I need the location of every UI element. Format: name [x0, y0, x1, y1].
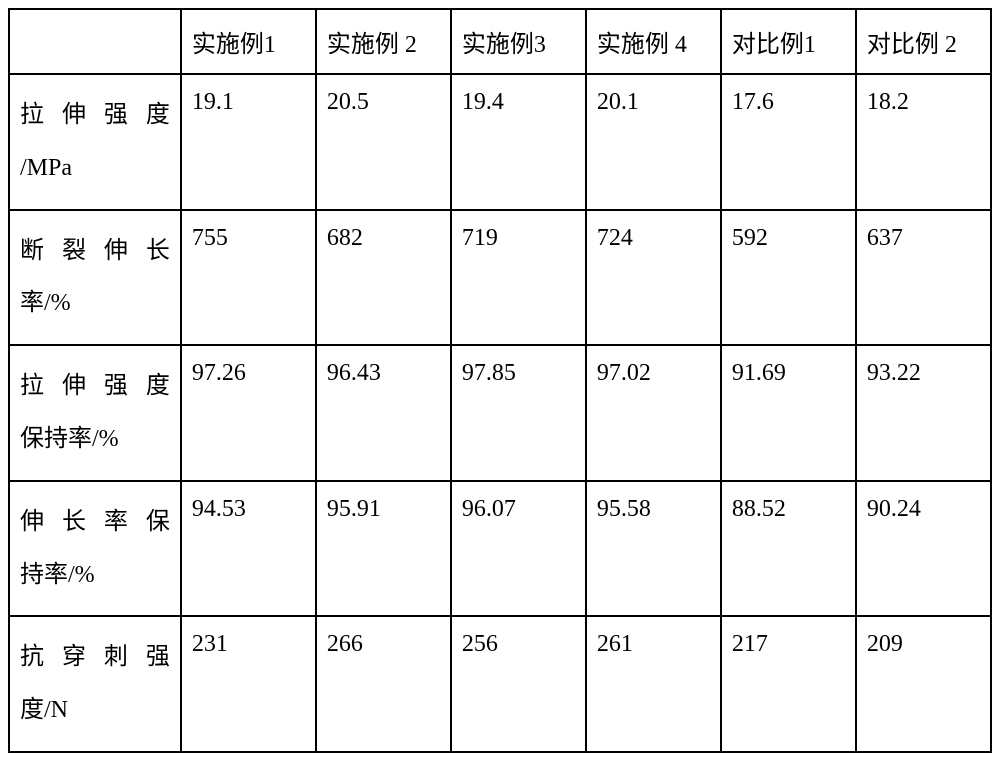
table-cell: 96.43	[316, 345, 451, 481]
column-header-1: 实施例1	[181, 9, 316, 74]
table-cell: 637	[856, 210, 991, 346]
table-cell: 20.5	[316, 74, 451, 210]
table-header-row: 实施例1 实施例 2 实施例3 实施例 4 对比例1 对比例 2	[9, 9, 991, 74]
table-cell: 209	[856, 616, 991, 752]
table-cell: 755	[181, 210, 316, 346]
column-header-5: 对比例1	[721, 9, 856, 74]
row-header-line2: 度/N	[20, 684, 170, 737]
table-cell: 231	[181, 616, 316, 752]
row-header-line2: 保持率/%	[20, 413, 170, 466]
table-cell: 19.1	[181, 74, 316, 210]
row-header-line1: 拉伸强度	[20, 102, 170, 128]
row-header-tensile-retention: 拉伸强度 保持率/%	[9, 345, 181, 481]
data-table-container: 实施例1 实施例 2 实施例3 实施例 4 对比例1 对比例 2 拉伸强度 /M…	[8, 8, 992, 753]
table-cell: 90.24	[856, 481, 991, 617]
row-header-line2: /MPa	[20, 142, 170, 195]
table-cell: 96.07	[451, 481, 586, 617]
row-header-line1: 抗穿刺强	[20, 644, 170, 670]
table-cell: 20.1	[586, 74, 721, 210]
row-header-puncture-strength: 抗穿刺强 度/N	[9, 616, 181, 752]
table-cell: 93.22	[856, 345, 991, 481]
table-cell: 97.02	[586, 345, 721, 481]
column-header-6: 对比例 2	[856, 9, 991, 74]
table-cell: 217	[721, 616, 856, 752]
row-header-line1: 拉伸强度	[20, 373, 170, 399]
table-cell: 95.91	[316, 481, 451, 617]
column-header-3: 实施例3	[451, 9, 586, 74]
row-header-line2: 持率/%	[20, 549, 170, 602]
column-header-4: 实施例 4	[586, 9, 721, 74]
row-header-line1: 伸长率保	[20, 509, 170, 535]
table-cell: 94.53	[181, 481, 316, 617]
data-table: 实施例1 实施例 2 实施例3 实施例 4 对比例1 对比例 2 拉伸强度 /M…	[8, 8, 992, 753]
row-header-elongation-retention: 伸长率保 持率/%	[9, 481, 181, 617]
table-cell: 18.2	[856, 74, 991, 210]
table-cell: 88.52	[721, 481, 856, 617]
table-row: 拉伸强度 保持率/% 97.26 96.43 97.85 97.02 91.69…	[9, 345, 991, 481]
row-header-elongation-break: 断裂伸长 率/%	[9, 210, 181, 346]
table-cell: 719	[451, 210, 586, 346]
row-header-line1: 断裂伸长	[20, 238, 170, 264]
table-cell: 266	[316, 616, 451, 752]
table-row: 伸长率保 持率/% 94.53 95.91 96.07 95.58 88.52 …	[9, 481, 991, 617]
table-cell: 91.69	[721, 345, 856, 481]
table-cell: 17.6	[721, 74, 856, 210]
row-header-line2: 率/%	[20, 277, 170, 330]
table-cell: 97.85	[451, 345, 586, 481]
table-cell: 261	[586, 616, 721, 752]
column-header-2: 实施例 2	[316, 9, 451, 74]
table-row: 抗穿刺强 度/N 231 266 256 261 217 209	[9, 616, 991, 752]
row-header-tensile-strength: 拉伸强度 /MPa	[9, 74, 181, 210]
table-row: 断裂伸长 率/% 755 682 719 724 592 637	[9, 210, 991, 346]
table-cell: 97.26	[181, 345, 316, 481]
table-cell: 724	[586, 210, 721, 346]
table-cell: 682	[316, 210, 451, 346]
table-row: 拉伸强度 /MPa 19.1 20.5 19.4 20.1 17.6 18.2	[9, 74, 991, 210]
table-cell: 95.58	[586, 481, 721, 617]
table-cell: 19.4	[451, 74, 586, 210]
table-cell: 256	[451, 616, 586, 752]
table-cell: 592	[721, 210, 856, 346]
column-header-blank	[9, 9, 181, 74]
